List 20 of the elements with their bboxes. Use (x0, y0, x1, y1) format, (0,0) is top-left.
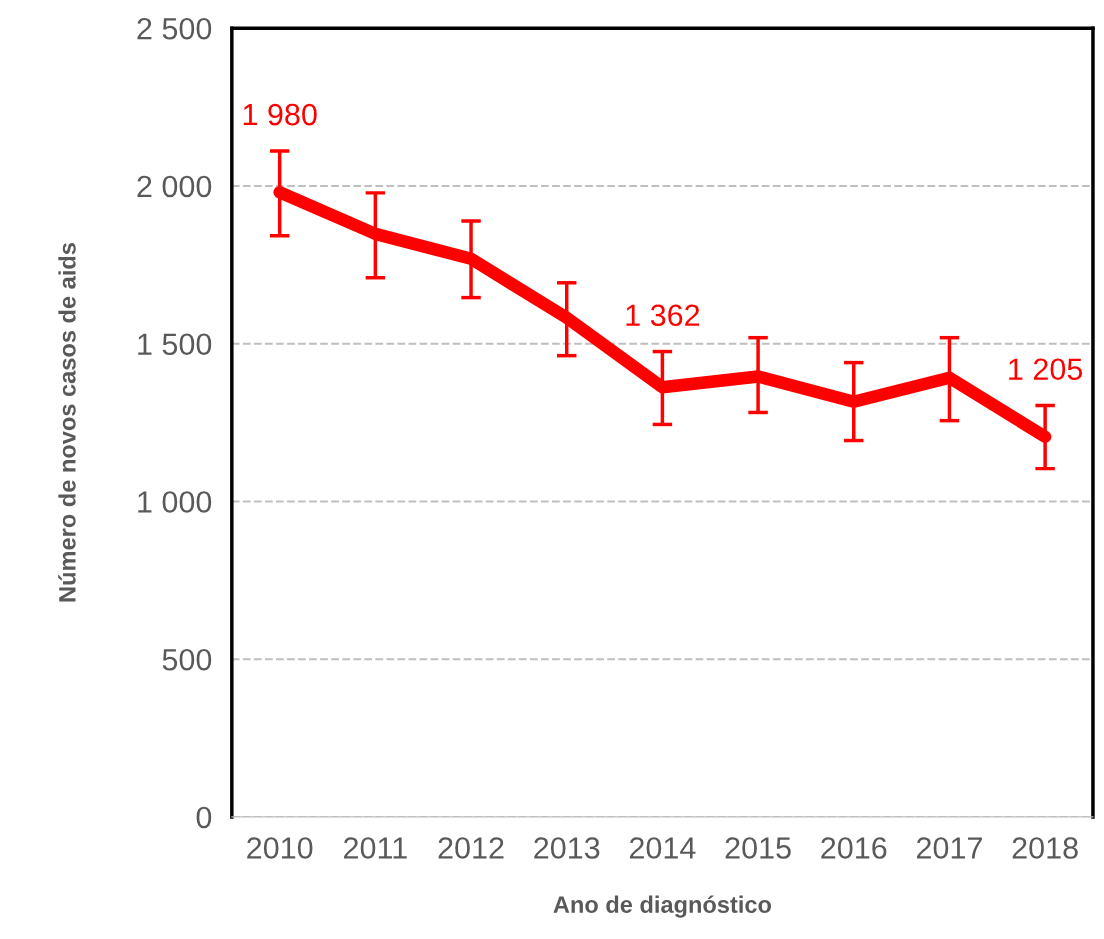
x-tick-label: 2011 (344, 837, 407, 859)
x-tick-label: 2013 (534, 837, 600, 859)
x-tick-label: 2015 (725, 837, 791, 859)
x-tick-label: 2010 (247, 837, 313, 859)
y-tick-label: 500 (162, 648, 212, 671)
y-tick-label: 1 500 (138, 333, 212, 356)
x-axis-title: Ano de diagnóstico (553, 895, 772, 918)
x-tick-label: 2012 (438, 837, 504, 859)
x-tick-label: 2018 (1012, 837, 1078, 859)
x-tick-label: 2014 (629, 837, 696, 859)
y-tick-label: 2 500 (137, 17, 212, 40)
x-tick-label: 2016 (821, 837, 887, 859)
data-label: 1 205 (1009, 358, 1083, 381)
y-tick-label: 2 000 (137, 175, 212, 198)
y-tick-label: 1 000 (138, 491, 212, 513)
data-label: 1 362 (626, 304, 700, 327)
y-axis-title: Número de novos casos de aids (58, 243, 76, 602)
y-tick-label: 0 (196, 806, 212, 829)
x-tick-label: 2017 (916, 837, 982, 859)
data-label: 1 980 (243, 103, 317, 126)
